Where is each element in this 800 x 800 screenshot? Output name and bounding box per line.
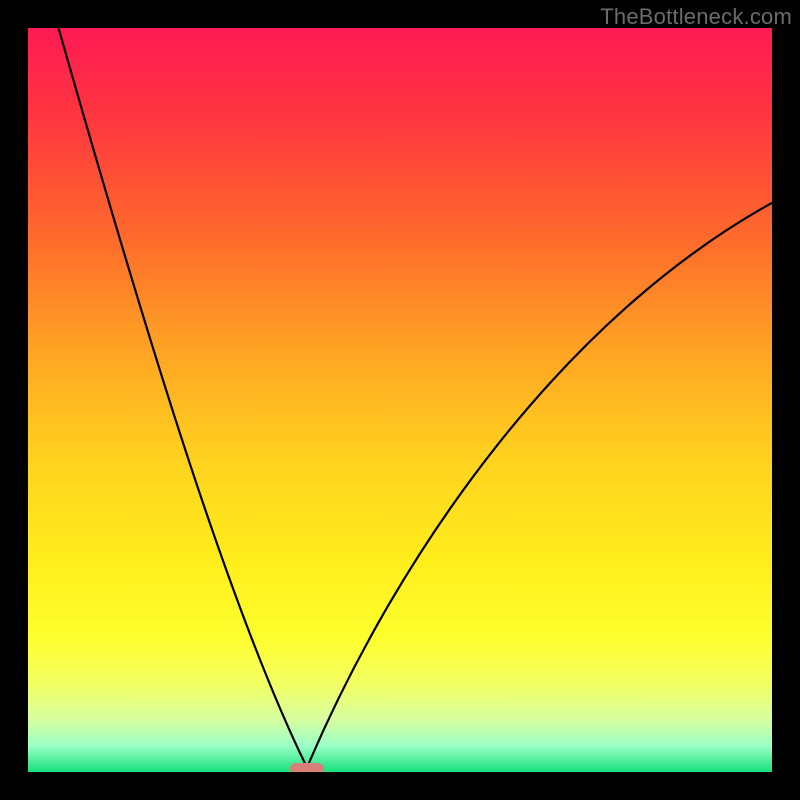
bottleneck-curve (28, 28, 772, 772)
watermark-text: TheBottleneck.com (600, 4, 792, 30)
plot-area (28, 28, 772, 772)
apex-marker (290, 763, 324, 772)
curve-path (59, 28, 773, 768)
